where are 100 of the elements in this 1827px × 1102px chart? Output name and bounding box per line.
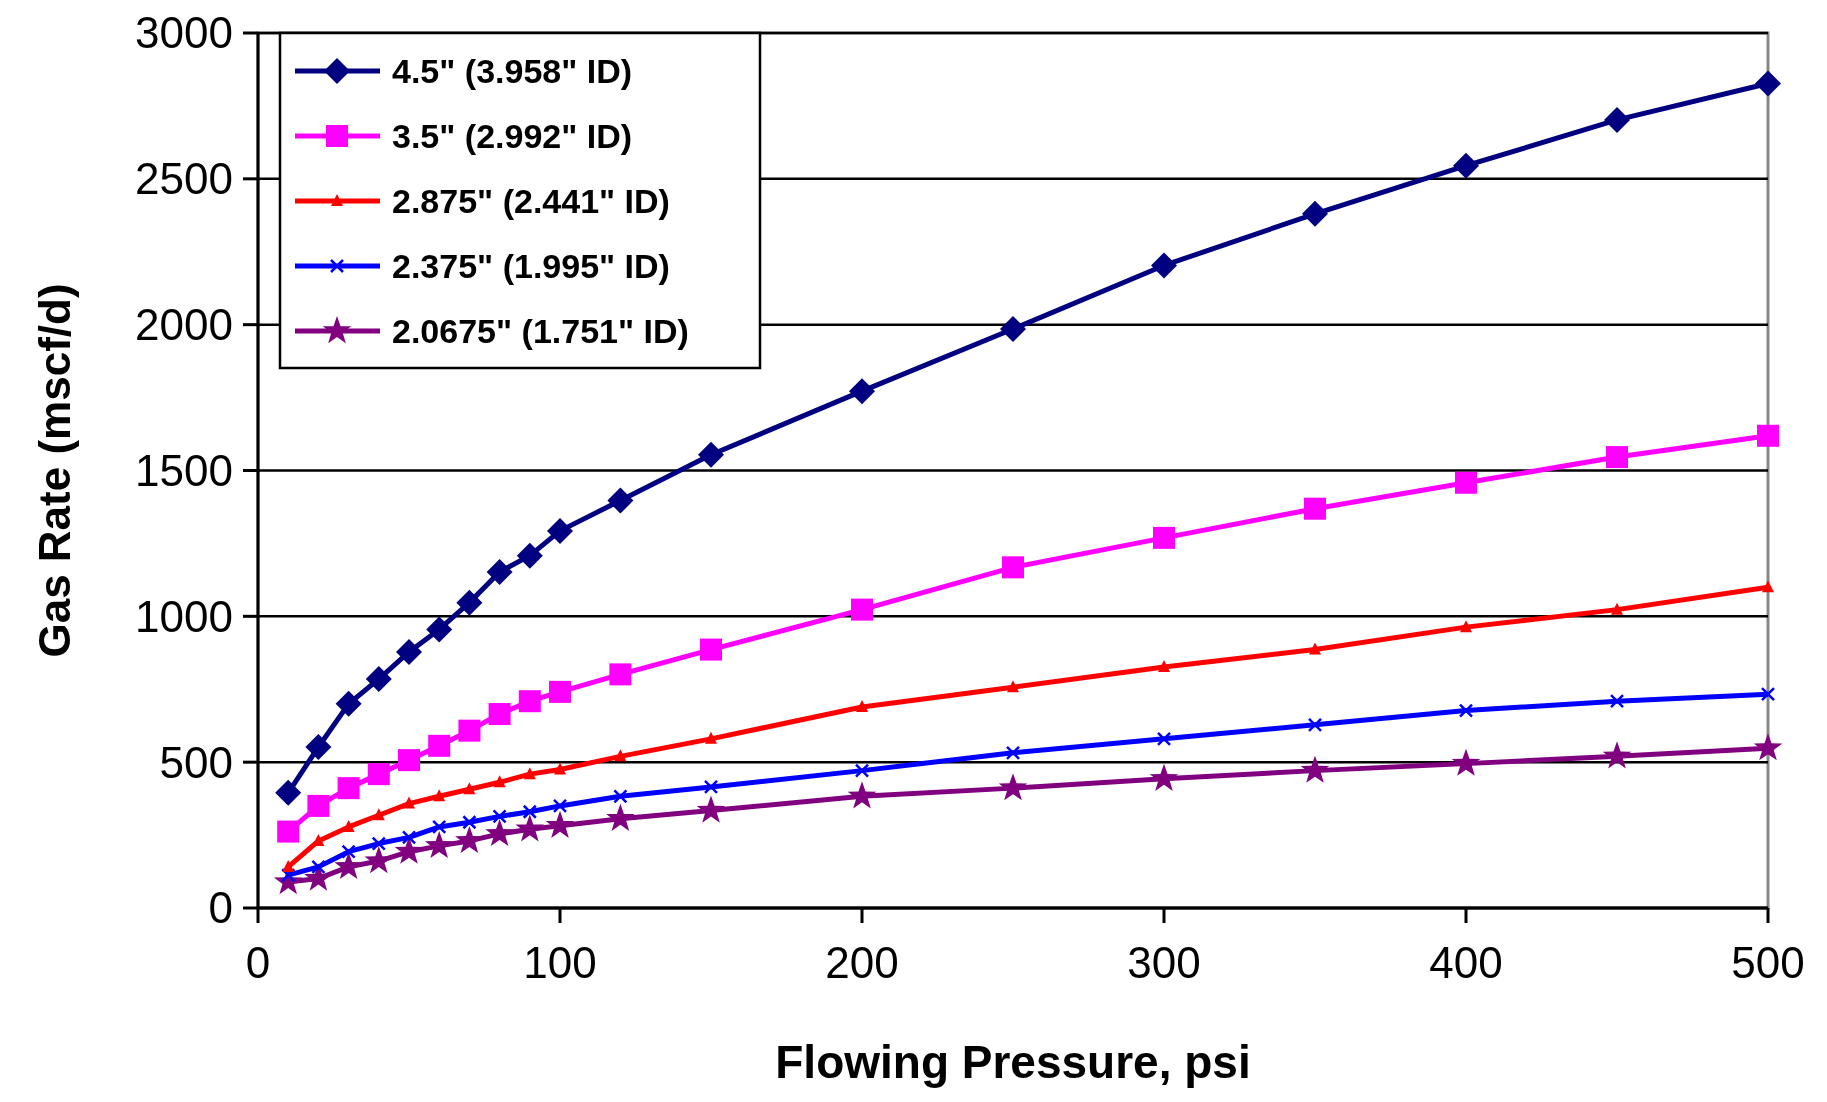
point [1604, 106, 1630, 133]
point [282, 859, 295, 872]
point [998, 773, 1028, 801]
point [1458, 703, 1474, 718]
point [458, 719, 481, 742]
point [371, 836, 387, 851]
point [549, 680, 571, 703]
point [341, 844, 356, 859]
point [428, 734, 451, 757]
point [523, 767, 536, 780]
legend-label: 3.5" (2.992" ID) [392, 116, 633, 155]
point [280, 867, 296, 883]
point [1302, 200, 1328, 227]
point [486, 559, 513, 585]
y-tick-label: 0 [208, 883, 233, 933]
point [433, 789, 446, 802]
point [1453, 152, 1479, 179]
point [305, 734, 332, 760]
point [518, 690, 541, 713]
point [698, 441, 724, 468]
point [851, 598, 873, 621]
y-tick-label: 2000 [135, 300, 233, 350]
point [1609, 693, 1625, 709]
point [463, 782, 476, 795]
point [367, 763, 390, 786]
point [703, 779, 719, 795]
point [614, 749, 627, 762]
point [488, 703, 511, 726]
point [398, 749, 420, 772]
point [456, 589, 483, 616]
point [277, 820, 300, 843]
point [401, 830, 417, 845]
point [403, 796, 415, 809]
y-tick-label: 1500 [135, 445, 233, 495]
point [485, 818, 514, 847]
point [1002, 556, 1024, 579]
point [1300, 755, 1330, 783]
legend-label: 2.375" (1.995" ID) [392, 246, 670, 285]
point [396, 638, 422, 665]
point [1156, 731, 1172, 747]
point [492, 809, 507, 824]
point [607, 487, 634, 514]
x-tick-label: 0 [245, 938, 271, 987]
point [1755, 70, 1781, 97]
legend-label: 2.875" (2.441" ID) [392, 181, 670, 220]
point [696, 795, 726, 823]
y-tick-label: 1000 [135, 591, 233, 641]
point [516, 542, 543, 569]
x-tick-label: 100 [523, 938, 597, 987]
point [613, 789, 628, 804]
point [307, 794, 330, 817]
point [554, 762, 566, 775]
point [426, 616, 453, 643]
point [1307, 717, 1323, 733]
point [311, 859, 326, 875]
point [854, 763, 870, 778]
point [1451, 748, 1481, 776]
point [1602, 741, 1632, 769]
y-tick-label: 500 [159, 737, 233, 787]
point [847, 781, 877, 809]
point [493, 775, 506, 788]
y-tick-label: 2500 [135, 154, 233, 204]
point [547, 517, 573, 544]
x-tick-label: 400 [1429, 938, 1503, 987]
point [1007, 680, 1019, 693]
point [424, 830, 454, 859]
x-axis-title: Flowing Pressure, psi [775, 1036, 1251, 1088]
point [1151, 252, 1177, 279]
point [522, 804, 538, 819]
point [856, 700, 868, 713]
point [462, 815, 477, 830]
point [1753, 733, 1783, 761]
point [1309, 642, 1321, 655]
x-tick-label: 200 [825, 938, 899, 987]
point [606, 803, 635, 831]
point [335, 690, 362, 717]
point [275, 779, 302, 806]
point [1460, 620, 1472, 633]
point [1760, 686, 1776, 702]
point [1611, 602, 1623, 615]
point [337, 777, 360, 800]
point [1762, 580, 1774, 593]
point [372, 808, 385, 821]
legend-label: 2.0675" (1.751" ID) [392, 311, 689, 350]
point [431, 819, 447, 835]
point [1455, 471, 1477, 494]
point [545, 810, 575, 838]
point [515, 814, 545, 842]
point [1606, 446, 1628, 469]
point [609, 663, 632, 686]
point [705, 731, 717, 744]
point [700, 638, 722, 661]
x-tick-label: 500 [1731, 938, 1805, 987]
point [1153, 526, 1175, 549]
point [1149, 763, 1179, 791]
point [1757, 424, 1779, 447]
point [1304, 497, 1326, 520]
point [552, 798, 568, 814]
point [1158, 660, 1170, 673]
point [849, 378, 875, 405]
